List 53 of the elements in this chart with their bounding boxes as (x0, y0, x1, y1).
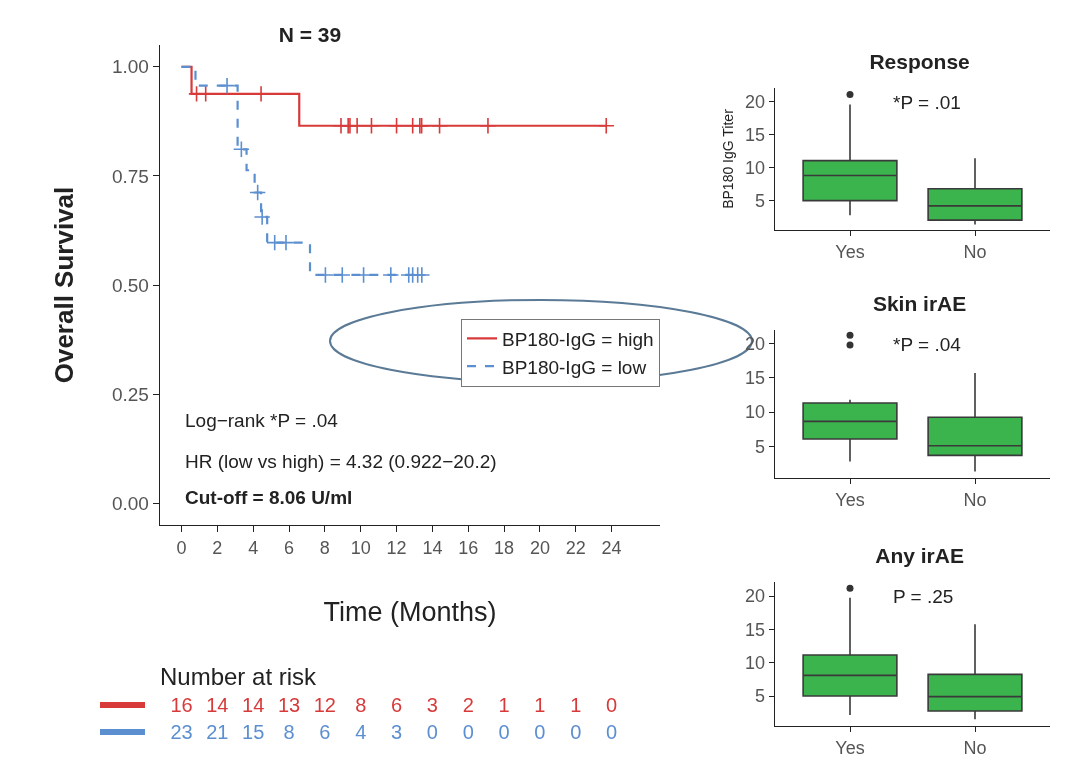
x-tick-label: 0 (176, 537, 187, 558)
text: Number at risk (160, 663, 317, 691)
x-tick-label: No (963, 241, 987, 262)
chart-title: N = 39 (278, 23, 342, 47)
annotation: HR (low vs high) = 4.32 (0.922−20.2) (185, 451, 497, 472)
y-axis-title: Overall Survival (49, 186, 80, 384)
y-tick-label: 15 (745, 619, 766, 640)
chart-title: Response (869, 50, 970, 74)
annotation: P = .25 (893, 586, 954, 607)
y-tick-label: 10 (745, 158, 766, 179)
y-tick-label: 10 (745, 652, 766, 673)
y-tick-label: 0.75 (111, 165, 149, 187)
annotation: Log−rank *P = .04 (185, 410, 339, 431)
y-tick-label: 0.25 (111, 383, 149, 405)
y-tick-label: 0.50 (111, 274, 149, 296)
x-tick-label: No (963, 737, 987, 758)
chart-title: Any irAE (875, 544, 964, 568)
y-tick-label: 15 (745, 368, 766, 389)
x-tick-label: 10 (350, 537, 371, 558)
x-tick-label: Yes (835, 241, 865, 262)
y-tick-label: 5 (755, 436, 766, 457)
y-tick-label: 5 (755, 686, 766, 707)
x-tick-label: 4 (248, 537, 259, 558)
y-tick-label: 15 (745, 125, 766, 146)
x-tick-label: 22 (565, 537, 586, 558)
x-tick-label: 12 (386, 537, 407, 558)
annotation: *P = .01 (893, 92, 961, 113)
x-tick-label: 16 (458, 537, 479, 558)
x-tick-label: 24 (601, 537, 622, 558)
chart-title: Skin irAE (872, 292, 967, 316)
x-tick-label: 8 (319, 537, 330, 558)
x-tick-label: 6 (284, 537, 295, 558)
y-tick-label: 1.00 (111, 56, 149, 78)
y-tick-label: 5 (755, 191, 766, 212)
y-tick-label: 20 (745, 586, 766, 607)
x-tick-label: 20 (529, 537, 550, 558)
text: 23 21 15 8 6 4 3 0 0 0 0 0 0 (170, 721, 618, 743)
y-tick-label: 10 (745, 402, 766, 423)
x-tick-label: 14 (422, 537, 443, 558)
x-tick-label: No (963, 489, 987, 510)
y-axis-title: BP180 IgG Titer (719, 108, 736, 209)
x-tick-label: 2 (212, 537, 223, 558)
y-tick-label: 0.00 (111, 492, 149, 514)
legend-label: BP180-IgG = low (502, 356, 647, 378)
x-tick-label: Yes (835, 737, 865, 758)
y-tick-label: 20 (745, 92, 766, 113)
x-tick-label: Yes (835, 489, 865, 510)
annotation: Cut-off = 8.06 U/ml (185, 487, 353, 508)
legend-label: BP180-IgG = high (502, 328, 654, 350)
text: 16 14 14 13 12 8 6 3 2 1 1 1 0 (170, 694, 618, 716)
x-tick-label: 18 (494, 537, 515, 558)
annotation: *P = .04 (893, 334, 962, 355)
x-axis-title: Time (Months) (323, 597, 497, 628)
